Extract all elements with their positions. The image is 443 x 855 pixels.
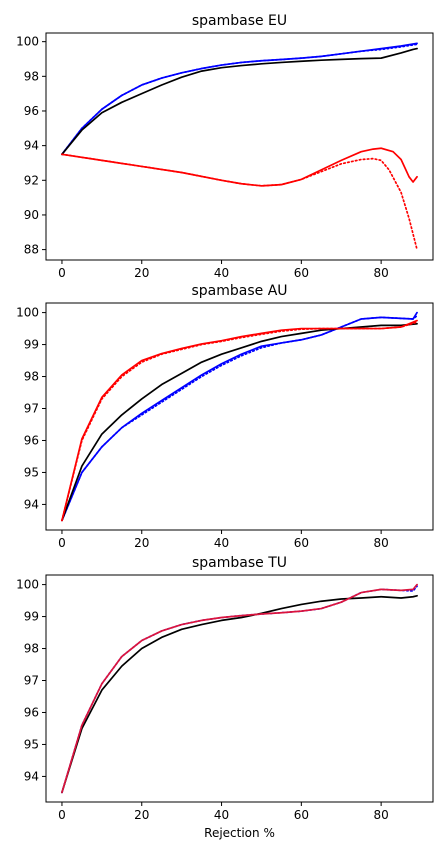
series-line-1-5: [61, 147, 418, 187]
x-tick-label: 80: [373, 808, 388, 822]
x-tick-label: 80: [373, 266, 388, 280]
y-tick-label: 99: [24, 610, 39, 624]
y-tick-label: 94: [24, 139, 39, 153]
y-tick-label: 88: [24, 243, 39, 257]
x-tick-label: 60: [294, 536, 309, 550]
chart-panel-1: 0 20 40 60 80 88 90 92 94 96 98 100 spambase EU: [16, 13, 434, 280]
series-line-2-3: [61, 322, 418, 522]
series-line-1-3: [61, 47, 418, 156]
x-tick-label: 60: [294, 266, 309, 280]
series-line-2-5: [61, 319, 418, 522]
x-tick-label: 0: [58, 808, 66, 822]
chart-title: spambase AU: [191, 283, 287, 299]
y-tick-label: 95: [24, 737, 39, 751]
series-line-1-2: [61, 42, 418, 156]
y-tick-label: 90: [24, 208, 39, 222]
chart-title: spambase TU: [192, 555, 287, 571]
y-tick-label: 98: [24, 642, 39, 656]
y-tick-label: 96: [24, 104, 39, 118]
x-tick-label: 40: [214, 808, 229, 822]
y-tick-label: 100: [16, 35, 39, 49]
y-tick-label: 96: [24, 433, 39, 447]
axes-frame: [45, 302, 434, 531]
y-tick-label: 95: [24, 465, 39, 479]
x-axis-label: Rejection %: [204, 826, 275, 840]
series-line-3-2: [61, 594, 418, 794]
x-tick-label: 20: [134, 536, 149, 550]
series-line-1-4: [61, 153, 418, 251]
y-tick-label: 97: [24, 674, 39, 688]
y-tick-label: 99: [24, 338, 39, 352]
axes-frame: [45, 574, 434, 803]
axes-frame: [45, 32, 434, 261]
x-tick-label: 80: [373, 536, 388, 550]
chart-panel-2: 0 20 40 60 80 94 95 96 97 98 99 100 spambase AU: [16, 283, 434, 550]
x-tick-label: 20: [134, 808, 149, 822]
y-tick-label: 94: [24, 769, 39, 783]
y-tick-label: 98: [24, 370, 39, 384]
y-tick-label: 98: [24, 69, 39, 83]
series-line-2-2: [61, 311, 418, 522]
y-tick-label: 100: [16, 578, 39, 592]
y-tick-label: 100: [16, 306, 39, 320]
x-tick-label: 40: [214, 536, 229, 550]
x-tick-label: 60: [294, 808, 309, 822]
x-tick-label: 20: [134, 266, 149, 280]
chart-title: spambase EU: [192, 13, 287, 29]
y-tick-label: 97: [24, 402, 39, 416]
chart-panel-3: 0 20 40 60 80 94 95 96 97 98 99 100 spambase TU Rejec…: [16, 555, 434, 840]
series-line-2-1: [61, 314, 418, 522]
series-line-2-4: [61, 321, 418, 522]
y-tick-label: 94: [24, 497, 39, 511]
y-tick-label: 92: [24, 173, 39, 187]
x-tick-label: 0: [58, 266, 66, 280]
series-line-3-3: [61, 583, 418, 794]
x-tick-label: 40: [214, 266, 229, 280]
x-tick-label: 0: [58, 536, 66, 550]
y-tick-label: 96: [24, 705, 39, 719]
